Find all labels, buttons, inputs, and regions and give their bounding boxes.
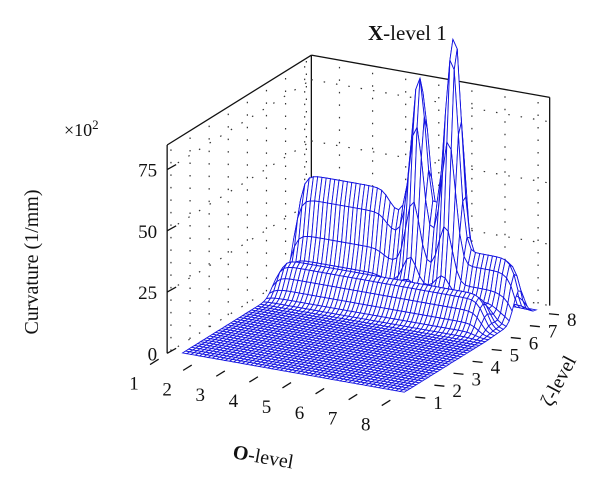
z-multiplier: ×102 — [64, 117, 99, 140]
x-tick-label: 7 — [328, 409, 338, 430]
grid-left-wall — [166, 79, 312, 171]
y-tick-label: 7 — [548, 322, 558, 343]
z-multiplier-exp: 2 — [92, 117, 99, 132]
x-axis-label-bold: O — [231, 441, 250, 465]
y-axis-label: ζ-level — [536, 352, 581, 410]
x-tick-label: 4 — [229, 391, 239, 412]
y-tick-label: 5 — [510, 345, 520, 366]
z-tick-label: 0 — [148, 344, 158, 365]
y-tick-label: 1 — [433, 393, 443, 414]
z-tick — [166, 225, 177, 232]
y-tick — [491, 348, 502, 352]
z-tick-label: 75 — [138, 161, 157, 182]
z-tick-label: 25 — [138, 283, 157, 304]
y-tick-label: 6 — [529, 334, 539, 355]
z-multiplier-base: ×10 — [64, 120, 92, 140]
x-tick — [215, 370, 226, 377]
y-tick-label: 3 — [471, 369, 481, 390]
y-tick — [415, 396, 426, 399]
y-tick — [453, 372, 464, 375]
y-tick-label: 4 — [491, 357, 501, 378]
z-axis-label: Curvature (1/mm) — [21, 190, 43, 335]
y-tick-label: 2 — [452, 381, 462, 402]
surface-cell — [398, 389, 409, 393]
y-tick — [472, 360, 483, 364]
x-axis-label: O-level — [231, 441, 295, 473]
y-tick — [434, 384, 445, 387]
z-tick — [166, 286, 177, 293]
top-back-edge — [311, 54, 550, 98]
z-tick-label: 50 — [138, 222, 157, 243]
chart-title-rest: -level 1 — [383, 21, 447, 45]
y-tick-label: 8 — [567, 310, 577, 331]
x-tick-label: 1 — [129, 374, 139, 395]
z-tick — [166, 347, 177, 354]
y-tick — [510, 336, 521, 340]
x-tick — [348, 393, 358, 401]
x-tick — [249, 376, 259, 383]
chart-title-bold: X — [368, 21, 383, 45]
x-axis-label-rest: -level — [246, 444, 295, 474]
tick-marks — [149, 163, 560, 407]
x-tick — [149, 358, 159, 366]
grid-back-wall — [311, 79, 550, 123]
y-tick — [529, 325, 540, 328]
x-tick-label: 6 — [295, 403, 305, 424]
x-tick — [182, 364, 193, 371]
top-left-edge — [166, 54, 312, 146]
surface-mesh — [181, 37, 538, 393]
x-tick-label: 8 — [361, 415, 371, 436]
grid-left-wall — [166, 140, 312, 232]
chart-title: X-level 1 — [368, 21, 447, 45]
x-tick — [315, 387, 325, 395]
x-tick — [381, 399, 391, 407]
x-tick — [282, 382, 292, 389]
z-tick — [166, 163, 177, 171]
x-tick-label: 2 — [162, 379, 172, 400]
y-tick — [548, 313, 560, 316]
x-tick-label: 5 — [262, 397, 272, 418]
x-tick-label: 3 — [195, 385, 205, 406]
